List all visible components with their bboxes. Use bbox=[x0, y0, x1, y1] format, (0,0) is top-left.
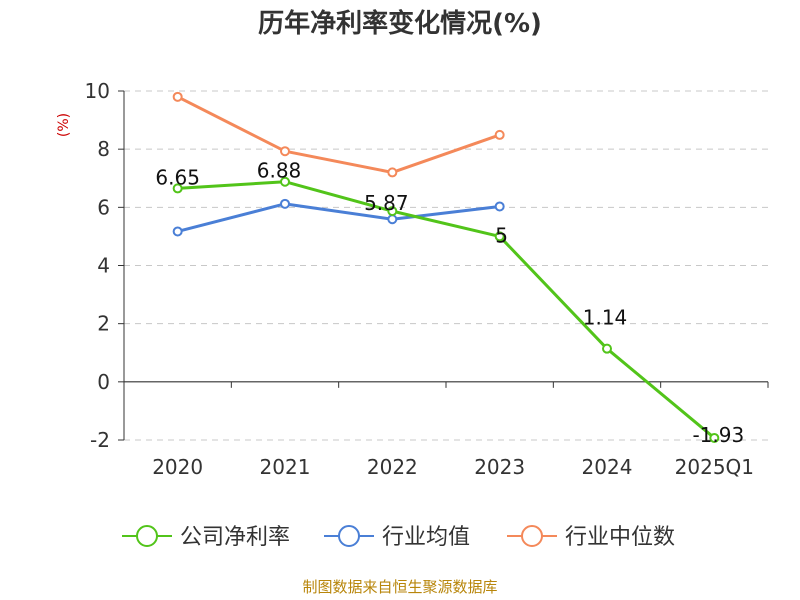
series-point bbox=[280, 176, 290, 187]
legend-marker bbox=[338, 525, 360, 547]
y-tick-label: 0 bbox=[97, 370, 110, 394]
series-point bbox=[280, 146, 290, 157]
series-point bbox=[602, 343, 612, 354]
series-point bbox=[387, 214, 398, 225]
series-line bbox=[177, 202, 500, 233]
x-tick-label: 2022 bbox=[367, 455, 418, 479]
data-label: 5.87 bbox=[364, 191, 409, 215]
legend: 公司净利率 行业均值 行业中位数 bbox=[122, 525, 675, 550]
x-tick-label: 2021 bbox=[260, 455, 311, 479]
data-label: 6.88 bbox=[257, 159, 302, 183]
x-tick-label: 2025Q1 bbox=[675, 455, 754, 479]
y-axis-label: (%) bbox=[56, 113, 72, 137]
chart-title: 历年净利率变化情况(%) bbox=[258, 8, 542, 39]
y-tick-label: -2 bbox=[90, 428, 110, 452]
series-point bbox=[280, 198, 290, 209]
data-label: 1.14 bbox=[583, 306, 628, 330]
series-line bbox=[176, 95, 501, 174]
y-tick-label: 2 bbox=[97, 312, 110, 336]
legend-label: 行业均值 bbox=[382, 525, 470, 550]
series-point bbox=[387, 167, 398, 178]
series-point bbox=[172, 91, 183, 102]
series-point bbox=[494, 129, 505, 140]
x-tick-label: 2023 bbox=[474, 455, 525, 479]
data-label: 5 bbox=[495, 223, 508, 247]
series-point bbox=[172, 183, 183, 194]
y-tick-label: 10 bbox=[85, 79, 110, 103]
source-note: 制图数据来自恒生聚源数据库 bbox=[302, 578, 497, 596]
x-tick-label: 2024 bbox=[582, 455, 633, 479]
y-tick-label: 4 bbox=[97, 254, 110, 278]
series-point bbox=[494, 201, 505, 212]
data-label: -1.93 bbox=[692, 423, 744, 447]
axes: -2 0 2 4 6 8 10 2020 2021 2022 2023 2024 2025Q1 bbox=[85, 79, 769, 479]
series-group bbox=[172, 91, 720, 443]
legend-marker bbox=[521, 525, 543, 547]
x-tick-label: 2020 bbox=[152, 455, 203, 479]
series-line bbox=[177, 180, 716, 440]
legend-label: 行业中位数 bbox=[565, 525, 675, 550]
y-tick-label: 8 bbox=[97, 137, 110, 161]
grid-lines bbox=[124, 90, 768, 441]
legend-marker bbox=[136, 525, 158, 547]
series-point bbox=[387, 206, 398, 217]
y-tick-label: 6 bbox=[97, 195, 110, 219]
legend-label: 公司净利率 bbox=[180, 525, 290, 550]
series-point bbox=[172, 226, 183, 237]
series-point bbox=[494, 231, 505, 242]
data-label: 6.65 bbox=[155, 165, 200, 189]
series-point bbox=[709, 432, 720, 443]
data-labels: 6.65 6.88 5.87 5 1.14 -1.93 bbox=[155, 159, 744, 447]
